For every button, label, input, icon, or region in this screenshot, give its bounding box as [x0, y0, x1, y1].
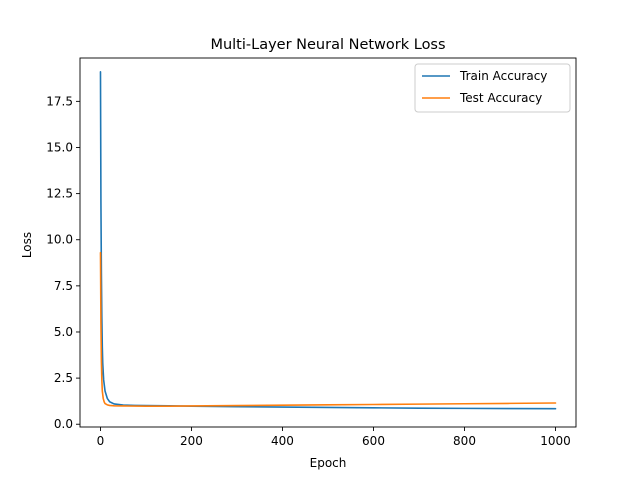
- y-axis-label: Loss: [20, 232, 34, 258]
- y-tick-label: 5.0: [54, 325, 73, 339]
- x-tick-label: 1000: [540, 434, 571, 448]
- chart-title: Multi-Layer Neural Network Loss: [210, 37, 445, 53]
- x-tick-label: 0: [97, 434, 105, 448]
- y-tick-label: 17.5: [46, 94, 73, 108]
- legend-box: [414, 63, 571, 113]
- series-layer: [99, 71, 557, 410]
- legend-label-train: Train Accuracy: [459, 69, 547, 83]
- x-tick-label: 200: [180, 434, 203, 448]
- series-line-test: [99, 251, 557, 407]
- x-axis-label: Epoch: [310, 456, 347, 470]
- legend: Train Accuracy Test Accuracy: [414, 63, 571, 113]
- y-tick-label: 15.0: [46, 140, 73, 154]
- y-tick-label: 10.0: [46, 233, 73, 247]
- x-tick-label: 600: [362, 434, 385, 448]
- x-tick-label: 800: [453, 434, 476, 448]
- x-tick-label: 400: [271, 434, 294, 448]
- plot-frame: [79, 57, 577, 428]
- y-tick-label: 12.5: [46, 187, 73, 201]
- y-tick-label: 7.5: [54, 279, 73, 293]
- legend-label-test: Test Accuracy: [459, 91, 542, 105]
- y-tick-label: 0.0: [54, 417, 73, 431]
- y-tick-label: 2.5: [54, 371, 73, 385]
- axes-layer: 0 200 400 600 800 1000 0.0 2.5 5.0 7.5 10.0 12.5 15.…: [46, 57, 577, 448]
